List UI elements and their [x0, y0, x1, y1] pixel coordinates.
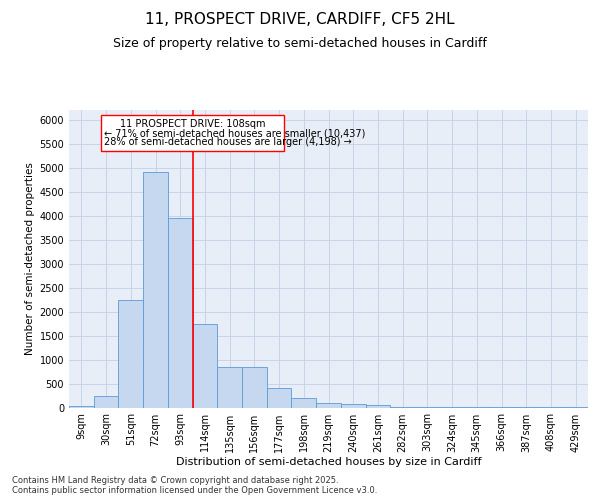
Text: 11, PROSPECT DRIVE, CARDIFF, CF5 2HL: 11, PROSPECT DRIVE, CARDIFF, CF5 2HL [145, 12, 455, 28]
Text: Contains HM Land Registry data © Crown copyright and database right 2025.
Contai: Contains HM Land Registry data © Crown c… [12, 476, 377, 495]
Bar [118, 300, 143, 408]
Text: 28% of semi-detached houses are larger (4,198) →: 28% of semi-detached houses are larger (… [104, 137, 352, 147]
Bar [292, 398, 316, 407]
Bar [341, 404, 365, 407]
Bar [242, 366, 267, 408]
Bar [267, 388, 292, 407]
Text: ← 71% of semi-detached houses are smaller (10,437): ← 71% of semi-detached houses are smalle… [104, 128, 365, 138]
Bar [69, 406, 94, 407]
Bar [316, 402, 341, 407]
Text: Size of property relative to semi-detached houses in Cardiff: Size of property relative to semi-detach… [113, 38, 487, 51]
X-axis label: Distribution of semi-detached houses by size in Cardiff: Distribution of semi-detached houses by … [176, 458, 481, 468]
Bar [143, 172, 168, 408]
Y-axis label: Number of semi-detached properties: Number of semi-detached properties [25, 162, 35, 355]
Bar [217, 366, 242, 408]
Text: 11 PROSPECT DRIVE: 108sqm: 11 PROSPECT DRIVE: 108sqm [120, 118, 265, 128]
Bar [365, 405, 390, 407]
Bar [94, 396, 118, 407]
FancyBboxPatch shape [101, 115, 284, 151]
Bar [168, 218, 193, 408]
Bar [390, 406, 415, 408]
Bar [193, 324, 217, 407]
